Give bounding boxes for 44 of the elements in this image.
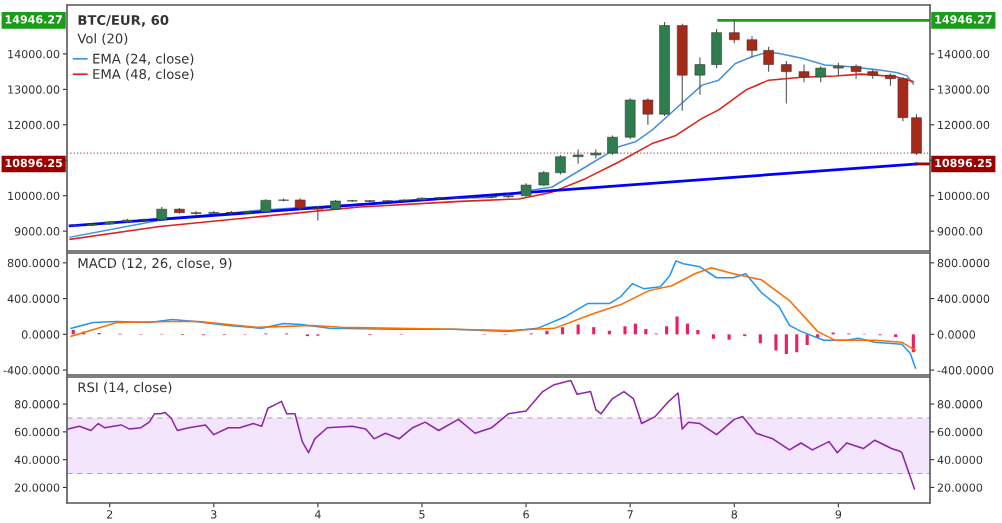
y2-tick-label: 80.0000 [937, 400, 983, 409]
y-tick-label: 800.0000 [7, 258, 60, 268]
y-tick-label: 13000.00 [8, 85, 60, 94]
y-tick-label: 12000.00 [8, 120, 60, 130]
y-tick-label: 60.0000 [14, 427, 60, 437]
legend-label: EMA (48, close) [93, 68, 194, 81]
y2-tick-label: 0.0000 [937, 330, 976, 339]
y-tick-label: 9000.00 [14, 227, 60, 236]
x-tick-label: 6 [523, 510, 529, 519]
y2-tick-label: 400.0000 [937, 294, 990, 303]
y2-tick-label: 12000.00 [938, 120, 990, 130]
x-tick-label: 8 [731, 510, 738, 519]
y2-tick-label: -400.0000 [937, 366, 994, 375]
y2-tick-label: 14000.00 [938, 49, 990, 59]
y2-tick-label: 10000.00 [938, 191, 990, 201]
y2-tick-label: 60.0000 [937, 427, 983, 437]
y2-tick-label: 9000.00 [937, 227, 983, 236]
x-tick-label: 3 [211, 510, 217, 519]
y-tick-label: 14000.00 [8, 49, 60, 59]
annotation: 10896.25 [935, 158, 992, 168]
annotation: 14946.27 [935, 15, 992, 24]
y-tick-label: -400.0000 [3, 366, 60, 375]
text: 10896.25 [5, 158, 63, 168]
x-tick-label: 7 [627, 510, 633, 519]
y2-tick-label: 20.0000 [937, 483, 983, 492]
y2-tick-label: 800.0000 [937, 258, 990, 268]
x-tick-label: 4 [314, 510, 321, 519]
y2-tick-label: 13000.00 [938, 85, 990, 94]
chart-title: RSI (14, close) [78, 382, 172, 394]
y-tick-label: 40.0000 [14, 455, 60, 465]
x-tick-label: 9 [835, 510, 842, 519]
annotation: Vol (20) [77, 33, 128, 46]
y-tick-label: 20.0000 [14, 483, 60, 492]
text: 14946.27 [5, 15, 62, 24]
x-tick-label: 2 [106, 510, 113, 519]
text: BTC/EUR, 60 [78, 15, 169, 27]
y-tick-label: 0.0000 [21, 330, 60, 339]
x-tick-label: 5 [419, 510, 425, 519]
y2-tick-label: 40.0000 [937, 455, 983, 465]
y-tick-label: 400.0000 [7, 294, 60, 303]
y-tick-label: 80.0000 [14, 400, 60, 409]
legend-label: EMA (24, close) [93, 53, 194, 66]
y-tick-label: 10000.00 [8, 191, 60, 201]
chart-title: MACD (12, 26, close, 9) [78, 257, 232, 270]
